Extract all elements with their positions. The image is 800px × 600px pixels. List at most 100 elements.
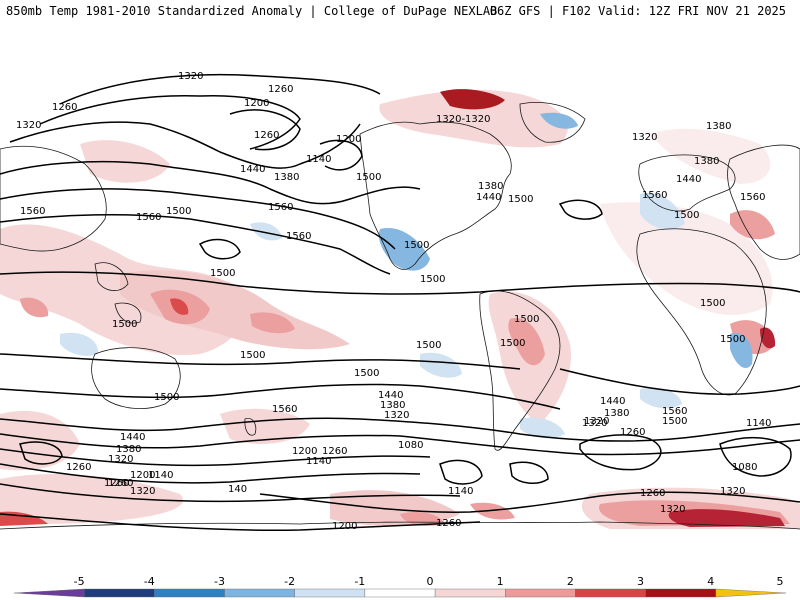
colorbar-tick-label: 4 (707, 575, 714, 588)
contour-label: 1560 (286, 231, 311, 242)
contour-label: 1260 (108, 478, 133, 489)
colorbar-segment-n2 (224, 588, 295, 598)
contour-label: 1560 (136, 212, 161, 223)
contour-label: 1380 (274, 172, 299, 183)
contour-label: 1500 (210, 268, 235, 279)
contour-label: 1560 (272, 404, 297, 415)
colorbar-tick-label: 2 (567, 575, 574, 588)
colorbar-segment-p2 (505, 588, 576, 598)
contour-label: 1500 (662, 416, 687, 427)
contour-label: 1080 (732, 462, 757, 473)
colorbar-segment-n1 (294, 588, 366, 598)
contour-label: 1500 (720, 334, 745, 345)
contour-label: 1380 (478, 181, 503, 192)
contour-label: 1560 (20, 206, 45, 217)
contour-label: 1260 (66, 462, 91, 473)
contour-label: 1560 (740, 192, 765, 203)
contour-label: 1500 (404, 240, 429, 251)
contour-label: 1260 (104, 478, 129, 489)
contour-label: 1320 (584, 416, 609, 427)
colorbar-segment-p5 (715, 588, 787, 598)
contour-label: 1200 (244, 98, 269, 109)
contour-label: 1200 (292, 446, 317, 457)
contour-label: 1320-1320 (436, 114, 491, 125)
contour-label: 1500 (112, 319, 137, 330)
contour-label: 1260 (254, 130, 279, 141)
colorbar-tick-label: -3 (214, 575, 225, 588)
colorbar-segment-n4 (83, 588, 155, 598)
contour-label: 1320 (720, 486, 745, 497)
contour-label: 1200 (332, 521, 357, 532)
contour-label: 1320 (384, 410, 409, 421)
contour-label: 1260 (436, 518, 461, 529)
contour-label: 1260 (620, 427, 645, 438)
contour-label: 1080 (398, 440, 423, 451)
contour-label: 1440 (476, 192, 501, 203)
contour-label: 1140 (148, 470, 173, 481)
contour-label: 1380 (694, 156, 719, 167)
colorbar-tick-label: -5 (74, 575, 85, 588)
contour-label: 1500 (154, 392, 179, 403)
contour-label: 1560 (642, 190, 667, 201)
contour-label: 1500 (508, 194, 533, 205)
colorbar-segment-p4 (645, 588, 717, 598)
contour-label: 1380 (116, 444, 141, 455)
contour-label: 1260 (52, 102, 77, 113)
colorbar-segment-p1 (434, 588, 506, 598)
colorbar-tick-label: -2 (284, 575, 295, 588)
colorbar-segment-n5 (13, 588, 85, 598)
contour-label: 1200 (130, 470, 155, 481)
colorbar-tick-label: 0 (427, 575, 434, 588)
colorbar-segment-n3 (154, 588, 225, 598)
colorbar: -5 -4 -3 -2 -1 0 1 2 3 4 5 (13, 575, 787, 598)
contour-label: 1560 (268, 202, 293, 213)
contour-label: 1320 (178, 71, 203, 82)
contour-label: 1500 (354, 368, 379, 379)
contour-label: 1320 (108, 454, 133, 465)
contour-label: 1440 (600, 396, 625, 407)
contour-label: 1320 (582, 418, 607, 429)
colorbar-tick-label: 3 (637, 575, 644, 588)
contour-label: 1260 (322, 446, 347, 457)
contour-label: 1200 (336, 134, 361, 145)
contour-label: 140 (228, 484, 247, 495)
contour-label: 1500 (514, 314, 539, 325)
contour-label: 1140 (306, 456, 331, 467)
height-contours (0, 73, 800, 531)
colorbar-segment-p3 (575, 588, 646, 598)
model-run-info: 06Z GFS | F102 Valid: 12Z FRI NOV 21 202… (489, 4, 786, 18)
contour-label: 1140 (306, 154, 331, 165)
contour-label: 1500 (420, 274, 445, 285)
contour-label: 1320 (130, 486, 155, 497)
contour-labels: 1320 1260 1200 1260 1320 1260 1200 1140 … (16, 71, 771, 532)
anomaly-map: 1320 1260 1200 1260 1320 1260 1200 1140 … (0, 24, 800, 534)
contour-label: 1140 (746, 418, 771, 429)
contour-label: 1260 (268, 84, 293, 95)
colorbar-segments (13, 588, 787, 598)
contour-label: 1500 (674, 210, 699, 221)
contour-label: 1500 (700, 298, 725, 309)
contour-label: 1140 (448, 486, 473, 497)
contour-label: 1500 (166, 206, 191, 217)
coastlines (0, 101, 800, 530)
contour-label: 1380 (380, 400, 405, 411)
contour-label: 1380 (604, 408, 629, 419)
contour-label: 1320 (660, 504, 685, 515)
colorbar-ticks: -5 -4 -3 -2 -1 0 1 2 3 4 5 (74, 575, 784, 588)
contour-label: 1380 (706, 121, 731, 132)
contour-label: 1440 (676, 174, 701, 185)
contour-label: 1320 (16, 120, 41, 131)
colorbar-tick-label: -4 (144, 575, 155, 588)
contour-label: 1440 (120, 432, 145, 443)
contour-label: 1440 (378, 390, 403, 401)
contour-label: 1440 (240, 164, 265, 175)
contour-label: 1500 (500, 338, 525, 349)
colorbar-tick-label: 5 (777, 575, 784, 588)
colorbar-tick-label: 1 (497, 575, 504, 588)
contour-label: 1560 (662, 406, 687, 417)
map-title: 850mb Temp 1981-2010 Standardized Anomal… (6, 4, 498, 18)
contour-label: 1500 (240, 350, 265, 361)
colorbar-tick-label: -1 (354, 575, 365, 588)
colorbar-segment-zero (364, 588, 436, 598)
contour-label: 1260 (640, 488, 665, 499)
